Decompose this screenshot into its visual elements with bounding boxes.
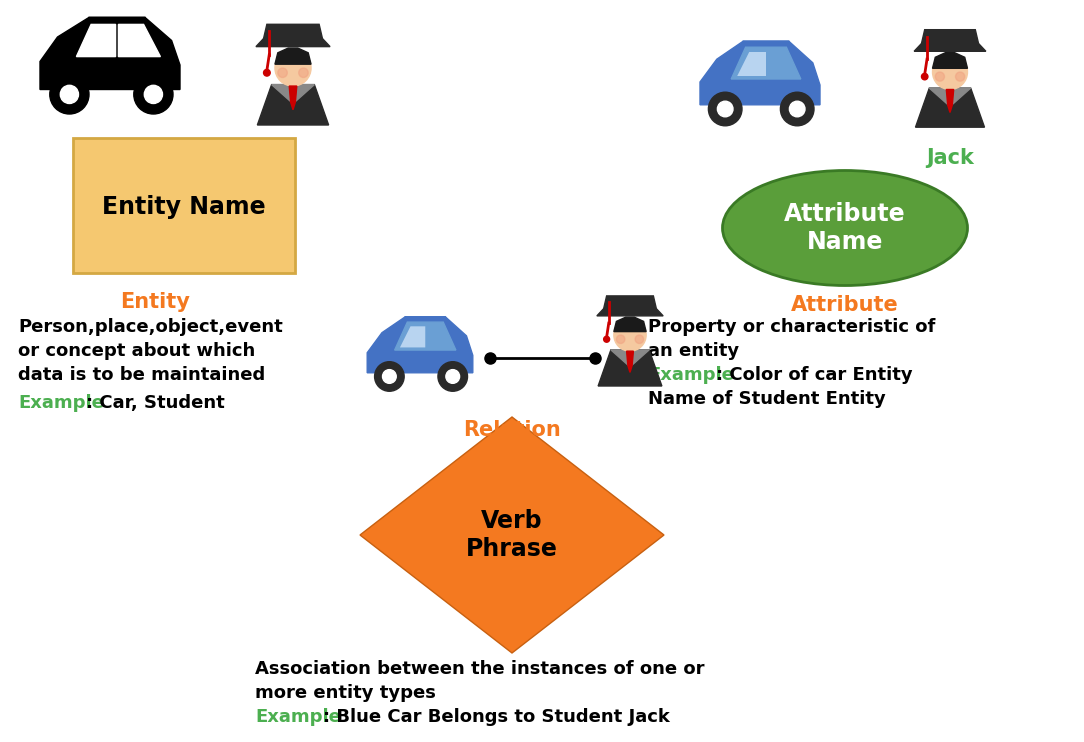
Polygon shape [727, 42, 806, 82]
Circle shape [383, 370, 397, 384]
Polygon shape [72, 17, 165, 62]
Circle shape [263, 70, 270, 76]
Polygon shape [914, 44, 985, 51]
Text: more entity types: more entity types [255, 684, 436, 702]
Circle shape [780, 92, 814, 126]
Polygon shape [627, 351, 633, 372]
Circle shape [133, 75, 173, 114]
Polygon shape [946, 90, 954, 113]
Polygon shape [275, 48, 311, 65]
Text: Jack: Jack [926, 148, 973, 168]
Text: : Blue Car Belongs to Student Jack: : Blue Car Belongs to Student Jack [323, 708, 670, 726]
Text: Attribute: Attribute [791, 295, 899, 315]
Circle shape [617, 335, 624, 344]
Text: : Color of car Entity: : Color of car Entity [717, 366, 913, 384]
Polygon shape [391, 317, 461, 352]
Polygon shape [597, 309, 663, 316]
Circle shape [438, 361, 467, 391]
FancyBboxPatch shape [73, 138, 295, 273]
Text: an entity: an entity [648, 342, 739, 360]
Circle shape [614, 319, 646, 351]
Polygon shape [118, 24, 160, 56]
Circle shape [299, 68, 308, 77]
Circle shape [955, 72, 965, 81]
Text: data is to be maintained: data is to be maintained [18, 366, 266, 384]
Polygon shape [611, 350, 630, 367]
Polygon shape [630, 350, 649, 367]
Text: Entity: Entity [120, 292, 190, 312]
Polygon shape [400, 326, 425, 347]
Circle shape [144, 85, 163, 103]
Polygon shape [367, 317, 473, 372]
Text: Relation: Relation [463, 420, 560, 440]
Circle shape [278, 68, 287, 77]
Circle shape [275, 50, 311, 86]
Text: Example: Example [255, 708, 340, 726]
Text: Example: Example [18, 394, 104, 412]
Circle shape [932, 54, 968, 90]
Circle shape [709, 92, 743, 126]
Polygon shape [916, 88, 984, 127]
Polygon shape [256, 39, 330, 47]
Ellipse shape [723, 171, 968, 286]
Polygon shape [76, 24, 116, 56]
Circle shape [635, 335, 644, 344]
Polygon shape [604, 296, 656, 309]
Polygon shape [293, 85, 314, 104]
Polygon shape [732, 47, 801, 79]
Text: : Car, Student: : Car, Student [86, 394, 224, 412]
Text: Entity Name: Entity Name [102, 195, 266, 219]
Polygon shape [737, 52, 766, 76]
Polygon shape [272, 85, 293, 104]
Circle shape [935, 72, 944, 81]
Circle shape [789, 101, 805, 116]
Polygon shape [289, 86, 297, 110]
Polygon shape [360, 417, 664, 653]
Polygon shape [598, 350, 662, 386]
Polygon shape [929, 88, 950, 107]
Polygon shape [932, 53, 968, 68]
Polygon shape [263, 24, 322, 39]
Polygon shape [921, 30, 979, 44]
Polygon shape [950, 88, 970, 107]
Text: Person,place,object,event: Person,place,object,event [18, 318, 283, 336]
Text: Example: Example [648, 366, 734, 384]
Polygon shape [40, 17, 180, 90]
Circle shape [921, 73, 928, 80]
Text: or concept about which: or concept about which [18, 342, 255, 360]
Polygon shape [395, 322, 456, 350]
Circle shape [718, 101, 733, 116]
Text: Attribute
Name: Attribute Name [784, 202, 906, 254]
Text: Property or characteristic of: Property or characteristic of [648, 318, 935, 336]
Text: Verb
Phrase: Verb Phrase [466, 509, 558, 561]
Circle shape [61, 85, 78, 103]
Text: Association between the instances of one or: Association between the instances of one… [255, 660, 705, 678]
Circle shape [50, 75, 89, 114]
Circle shape [446, 370, 460, 384]
Circle shape [375, 361, 404, 391]
Polygon shape [614, 317, 646, 332]
Polygon shape [257, 85, 328, 125]
Text: Name of Student Entity: Name of Student Entity [648, 390, 886, 408]
Circle shape [604, 336, 609, 342]
Polygon shape [700, 42, 820, 105]
